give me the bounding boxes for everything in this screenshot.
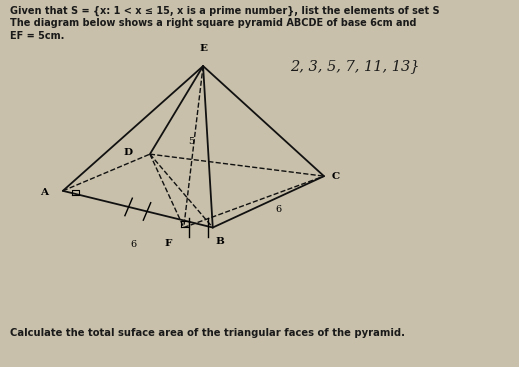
Text: F: F [165, 239, 172, 248]
Text: B: B [215, 237, 224, 246]
Text: 6: 6 [275, 205, 281, 214]
Text: C: C [331, 172, 339, 181]
Text: A: A [40, 188, 48, 197]
Text: The diagram below shows a right square pyramid ABCDE of base 6cm and: The diagram below shows a right square p… [10, 18, 416, 28]
Text: EF = 5cm.: EF = 5cm. [10, 31, 64, 41]
Text: 2, 3, 5, 7, 11, 13}: 2, 3, 5, 7, 11, 13} [290, 59, 420, 73]
Text: Calculate the total su​face​ area of the triangular faces of the pyramid.: Calculate the total su​face​ area of the… [10, 328, 405, 338]
Text: D: D [124, 148, 133, 157]
Text: 5: 5 [188, 137, 194, 146]
Text: 6: 6 [130, 240, 136, 250]
Text: Given that S = {x: 1 < x ≤ 15, x is a prime number}, list the elements of set S: Given that S = {x: 1 < x ≤ 15, x is a pr… [10, 6, 439, 16]
Text: E: E [199, 44, 207, 53]
